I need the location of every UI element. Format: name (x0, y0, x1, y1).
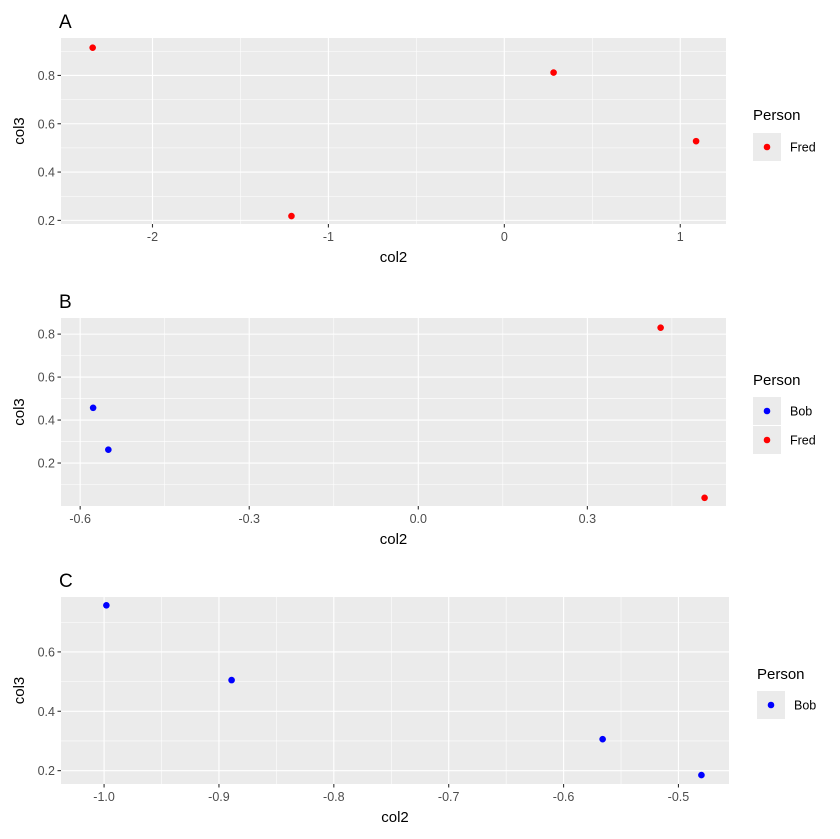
chart-panel-b: B -0.6 -0.3 0.0 0.3 0.2 0.4 0.6 0.8 col2 col3 Perso… (11, 292, 816, 548)
chart-panel-c: C -1.0 -0.9 -0.8 -0.7 -0.6 -0.5 0.2 0.4 0.6 col2 co… (11, 571, 816, 826)
legend-marker (763, 407, 771, 415)
x-tick-label: -0.5 (668, 790, 690, 804)
data-point-fred (701, 494, 708, 502)
legend-marker (763, 143, 771, 151)
legend-label-bob: Bob (790, 405, 812, 419)
x-axis-title: col2 (381, 809, 409, 826)
x-tick-label: -1 (323, 230, 334, 244)
panel-tag: C (59, 571, 73, 592)
plot-background (61, 597, 729, 784)
y-tick-label: 0.4 (38, 705, 55, 719)
data-point-fred (89, 44, 96, 51)
x-tick-label: -0.9 (208, 790, 230, 804)
data-point-fred (550, 69, 557, 76)
x-tick-label: 1 (677, 230, 684, 244)
data-point-bob (698, 771, 705, 779)
data-point-fred (692, 137, 700, 145)
legend-label-fred: Fred (790, 434, 816, 448)
y-tick-label: 0.6 (38, 371, 55, 385)
plot-background (61, 318, 726, 506)
x-axis-title: col2 (380, 531, 408, 548)
plot-background (61, 38, 726, 224)
x-tick-label: -1.0 (93, 790, 115, 804)
data-point-fred (657, 324, 664, 331)
y-tick-label: 0.2 (38, 214, 55, 228)
panel-tag: B (59, 292, 72, 313)
x-tick-label: -0.7 (438, 790, 460, 804)
y-tick-label: 0.2 (38, 457, 55, 471)
y-axis-title: col3 (11, 117, 28, 145)
legend-title: Person (757, 666, 805, 683)
x-axis-title: col2 (380, 249, 408, 266)
legend: Person Fred (753, 107, 816, 161)
y-tick-label: 0.8 (38, 328, 55, 342)
data-point-bob (103, 602, 110, 609)
legend-title: Person (753, 372, 801, 389)
data-point-bob (599, 735, 606, 743)
legend-title: Person (753, 107, 801, 124)
x-tick-label: 0.3 (579, 512, 596, 526)
data-point-bob (105, 446, 112, 454)
x-tick-label: 0.0 (410, 512, 427, 526)
data-point-bob (89, 404, 97, 412)
y-axis-title: col3 (11, 398, 28, 426)
x-tick-label: -0.6 (553, 790, 575, 804)
y-tick-label: 0.2 (38, 764, 55, 778)
y-tick-label: 0.8 (38, 69, 55, 83)
panel-tag: A (59, 12, 72, 33)
y-tick-label: 0.6 (38, 117, 55, 131)
legend-label-bob: Bob (794, 699, 816, 713)
y-tick-label: 0.6 (38, 645, 55, 659)
x-tick-label: 0 (501, 230, 508, 244)
legend-label-fred: Fred (790, 141, 816, 155)
legend-marker (763, 436, 771, 444)
chart-panel-a: A -2 -1 0 1 0.2 0.4 0.6 0.8 col2 col3 Person Fred (11, 12, 816, 266)
y-tick-label: 0.4 (38, 166, 55, 180)
data-point-fred (288, 212, 295, 220)
legend: Person Bob Fred (753, 372, 816, 454)
x-tick-label: -2 (147, 230, 158, 244)
x-tick-label: -0.8 (323, 790, 345, 804)
x-tick-label: -0.6 (69, 512, 91, 526)
x-tick-label: -0.3 (238, 512, 260, 526)
legend-marker (767, 701, 775, 709)
y-axis-title: col3 (11, 677, 28, 705)
data-point-bob (228, 676, 235, 684)
legend: Person Bob (757, 666, 816, 719)
y-tick-label: 0.4 (38, 414, 55, 428)
